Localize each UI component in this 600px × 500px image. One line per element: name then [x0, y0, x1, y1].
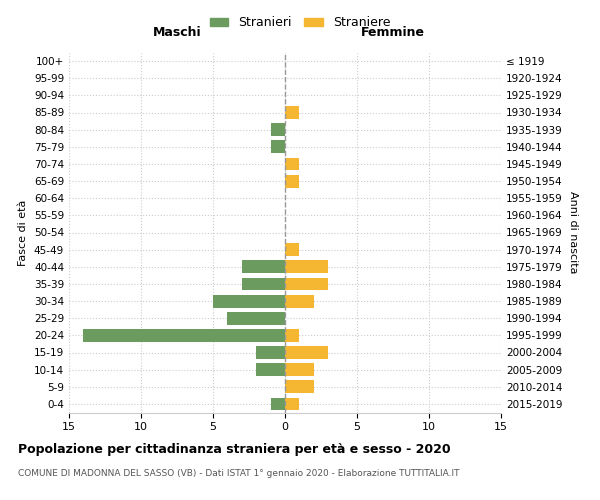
Bar [285, 380, 314, 393]
Bar [285, 106, 299, 119]
Bar [242, 278, 285, 290]
Bar [285, 294, 314, 308]
Bar [285, 398, 299, 410]
Bar [285, 260, 328, 273]
Bar [285, 158, 299, 170]
Text: Femmine: Femmine [361, 26, 425, 39]
Text: COMUNE DI MADONNA DEL SASSO (VB) - Dati ISTAT 1° gennaio 2020 - Elaborazione TUT: COMUNE DI MADONNA DEL SASSO (VB) - Dati … [18, 469, 460, 478]
Bar [271, 398, 285, 410]
Bar [285, 243, 299, 256]
Y-axis label: Fasce di età: Fasce di età [19, 200, 28, 266]
Text: Popolazione per cittadinanza straniera per età e sesso - 2020: Popolazione per cittadinanza straniera p… [18, 442, 451, 456]
Text: Maschi: Maschi [152, 26, 202, 39]
Bar [256, 363, 285, 376]
Bar [271, 123, 285, 136]
Bar [285, 174, 299, 188]
Bar [227, 312, 285, 324]
Bar [285, 329, 299, 342]
Bar [83, 329, 285, 342]
Bar [285, 346, 328, 359]
Bar [271, 140, 285, 153]
Bar [242, 260, 285, 273]
Bar [285, 278, 328, 290]
Bar [213, 294, 285, 308]
Legend: Stranieri, Straniere: Stranieri, Straniere [205, 11, 395, 34]
Bar [256, 346, 285, 359]
Y-axis label: Anni di nascita: Anni di nascita [568, 191, 578, 274]
Bar [285, 363, 314, 376]
